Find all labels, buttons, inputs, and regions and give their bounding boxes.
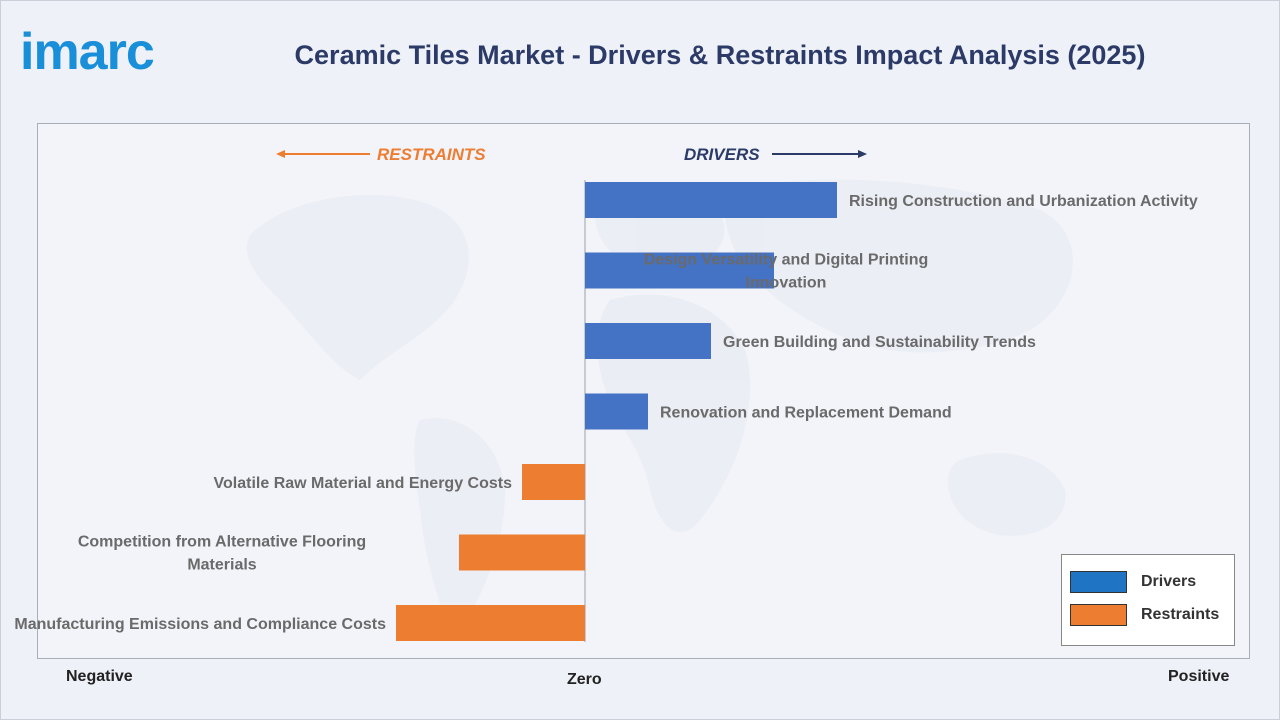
bar-label-competition-from-alternative-flooring-materials: Competition from Alternative Flooring Mat… (78, 534, 366, 574)
legend-item-restraints: Restraints (1070, 603, 1219, 627)
restraints-arrow-head (276, 150, 285, 158)
bar-label-manufacturing-emissions-and-compliance-costs: Manufacturing Emissions and Compliance C… (14, 616, 386, 633)
drivers-direction-label: DRIVERS (684, 145, 760, 164)
axis-label-positive: Positive (1168, 668, 1230, 685)
bar-design-versatility-and-digital-printing-innovation (585, 252, 774, 289)
bar-label-volatile-raw-material-and-energy-costs: Volatile Raw Material and Energy Costs (214, 475, 513, 492)
legend-label-restraints: Restraints (1141, 606, 1220, 623)
legend-swatch-drivers (1070, 571, 1127, 593)
world-map-watermark (246, 179, 1073, 640)
legend-label-drivers: Drivers (1141, 573, 1197, 590)
bar-label-green-building-and-sustainability-trends: Green Building and Sustainability Trends (723, 334, 1036, 351)
bar-green-building-and-sustainability-trends (585, 323, 711, 359)
bar-label-renovation-and-replacement-demand: Renovation and Replacement Demand (660, 405, 952, 422)
bar-manufacturing-emissions-and-compliance-costs (396, 605, 585, 641)
bar-label-rising-construction-and-urbanization-activity: Rising Construction and Urbanization Act… (849, 193, 1198, 210)
bar-volatile-raw-material-and-energy-costs (522, 464, 585, 500)
drivers-arrow-head (858, 150, 867, 158)
bar-renovation-and-replacement-demand (585, 393, 648, 430)
imarc-logo: imarc (20, 23, 155, 81)
axis-label-zero: Zero (567, 671, 602, 688)
restraints-direction-label: RESTRAINTS (377, 145, 486, 164)
map-asia (724, 179, 1073, 353)
bar-label-design-versatility-and-digital-printing-innovation: Design Versatility and Digital Printing I… (644, 252, 929, 292)
bar-rising-construction-and-urbanization-activity (585, 182, 837, 218)
bar-competition-from-alternative-flooring-materials (459, 534, 585, 571)
chart-title: Ceramic Tiles Market - Drivers & Restrai… (294, 40, 1146, 70)
legend: Drivers Restraints (1061, 554, 1235, 646)
axis-label-negative: Negative (66, 668, 133, 685)
legend-item-drivers: Drivers (1070, 570, 1196, 594)
map-south-america (414, 418, 505, 640)
legend-swatch-restraints (1070, 604, 1127, 626)
map-north-america (246, 195, 469, 380)
map-australia (947, 453, 1066, 536)
